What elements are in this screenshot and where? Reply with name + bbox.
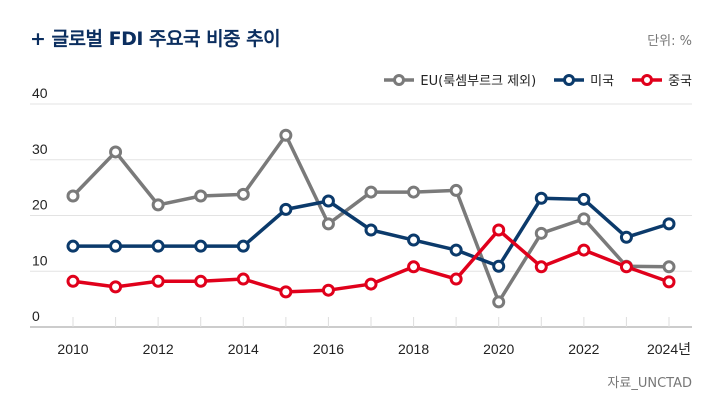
unit-label: 단위: % (647, 34, 692, 49)
chart-title: + 글로벌 FDI 주요국 비중 추이 (30, 28, 281, 50)
x-tick-label: 2012 (143, 341, 174, 357)
data-point (364, 277, 378, 291)
data-point (492, 223, 506, 237)
legend-label: 중국 (668, 74, 692, 89)
data-point (279, 285, 293, 299)
legend-marker-icon (384, 73, 415, 86)
data-point (109, 280, 123, 294)
x-tick-label: 2014 (228, 341, 259, 357)
data-point (449, 243, 463, 257)
data-point (236, 272, 250, 286)
legend-label: 미국 (590, 74, 615, 89)
x-tick-label: 2024년 (647, 341, 691, 357)
data-point (321, 283, 335, 297)
y-tick-label: 20 (32, 197, 48, 213)
legend-label: EU(룩셈부르크 제외) (420, 74, 537, 89)
data-point (151, 198, 165, 212)
data-point (321, 217, 335, 231)
legend-item: 중국 (632, 70, 692, 89)
legend-marker-icon (554, 73, 585, 86)
data-point (662, 260, 676, 274)
data-point (109, 239, 123, 253)
data-point (534, 191, 548, 205)
data-point (619, 230, 633, 244)
y-tick-label: 40 (32, 85, 48, 101)
data-point (619, 260, 633, 274)
source-label: 자료_UNCTAD (607, 376, 692, 391)
data-point (492, 259, 506, 273)
x-tick-label: 2022 (568, 341, 599, 357)
x-tick-label: 2010 (57, 341, 88, 357)
data-point (151, 239, 165, 253)
data-point (66, 274, 80, 288)
y-tick-label: 30 (32, 141, 48, 157)
x-tick-label: 2020 (483, 341, 514, 357)
legend: EU(룩셈부르크 제외) 미국 중국 (384, 70, 692, 89)
data-point (364, 185, 378, 199)
data-point (407, 260, 421, 274)
data-point (66, 239, 80, 253)
data-point (577, 243, 591, 257)
data-point (151, 274, 165, 288)
legend-marker-icon (632, 73, 663, 86)
data-point (194, 239, 208, 253)
data-point (534, 226, 548, 240)
data-point (449, 272, 463, 286)
data-point (534, 260, 548, 274)
y-tick-label: 0 (32, 308, 40, 324)
x-tick-label: 2018 (398, 341, 429, 357)
data-point (66, 189, 80, 203)
data-point (407, 233, 421, 247)
data-point (279, 202, 293, 216)
data-point (364, 223, 378, 237)
x-tick-label: 2016 (313, 341, 344, 357)
data-point (236, 239, 250, 253)
data-point (662, 217, 676, 231)
data-point (407, 185, 421, 199)
legend-item: 미국 (554, 70, 614, 89)
data-point (194, 274, 208, 288)
data-point (321, 194, 335, 208)
data-point (194, 189, 208, 203)
legend-item: EU(룩셈부르크 제외) (384, 70, 536, 89)
y-tick-label: 10 (32, 252, 48, 268)
data-point (577, 212, 591, 226)
data-point (279, 128, 293, 142)
data-point (662, 275, 676, 289)
data-point (236, 187, 250, 201)
data-point (449, 183, 463, 197)
data-point (577, 192, 591, 206)
data-point (109, 145, 123, 159)
data-point (492, 295, 506, 309)
